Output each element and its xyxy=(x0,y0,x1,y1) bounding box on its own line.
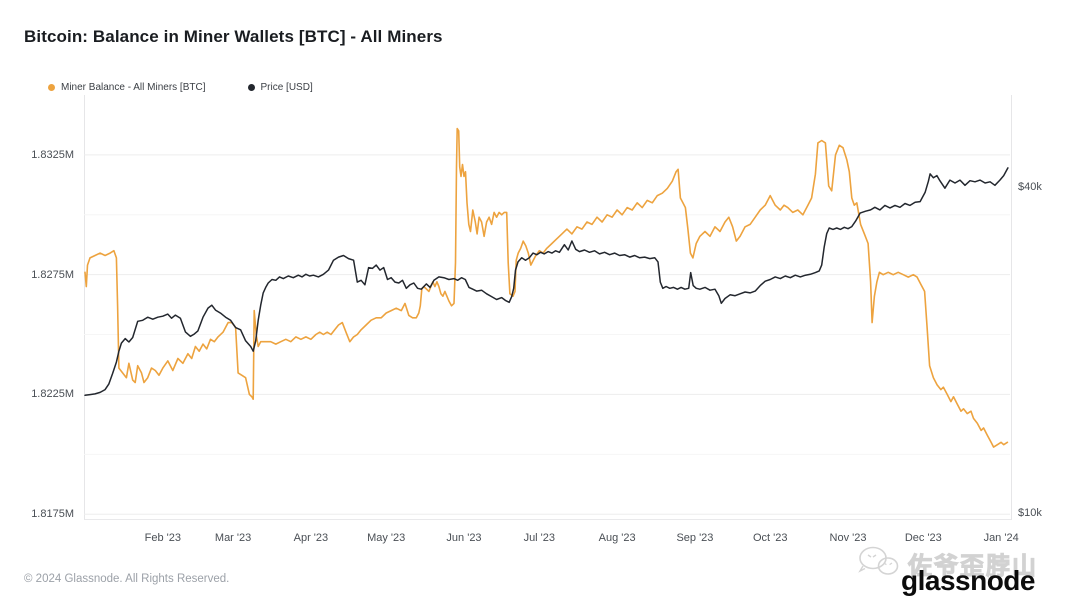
x-axis-tick-label: Sep '23 xyxy=(676,532,714,544)
x-axis-tick-label: Nov '23 xyxy=(829,532,867,544)
x-axis-tick-label: May '23 xyxy=(367,532,406,544)
y-axis-left-tick-label: 1.8225M xyxy=(31,388,74,401)
legend-item-price[interactable]: Price [USD] xyxy=(247,82,313,93)
series-price xyxy=(84,167,1009,397)
line-chart-plot[interactable] xyxy=(84,95,1010,519)
miner-balance-dot-icon xyxy=(48,84,55,91)
x-axis-tick-label: Mar '23 xyxy=(214,532,252,544)
legend-item-miner-balance[interactable]: Miner Balance - All Miners [BTC] xyxy=(48,82,206,93)
series-miner-balance xyxy=(84,127,1009,448)
x-axis-tick-label: Feb '23 xyxy=(144,532,181,544)
copyright-text: © 2024 Glassnode. All Rights Reserved. xyxy=(24,573,230,585)
y-axis-right-tick-label: $40k xyxy=(1018,181,1042,194)
x-axis-tick-label: Jul '23 xyxy=(523,532,556,544)
y-axis-left-tick-label: 1.8325M xyxy=(31,148,74,161)
plot-area-frame xyxy=(84,95,1012,520)
x-axis-tick-label: Apr '23 xyxy=(293,532,329,544)
glassnode-logo: glassnode xyxy=(901,565,1035,596)
y-axis-left-tick-label: 1.8175M xyxy=(31,508,74,521)
y-axis-left-tick-label: 1.8275M xyxy=(31,268,74,281)
x-axis-tick-label: Jan '24 xyxy=(983,532,1019,544)
watermark-chinese-text: 佐爷歪脖山 xyxy=(908,553,1038,581)
x-axis-tick-label: Aug '23 xyxy=(598,532,636,544)
legend-label-miner-balance: Miner Balance - All Miners [BTC] xyxy=(61,82,206,93)
x-axis-tick-label: Jun '23 xyxy=(446,532,482,544)
chart-legend: Miner Balance - All Miners [BTC] Price [… xyxy=(48,82,313,93)
legend-label-price: Price [USD] xyxy=(260,82,313,93)
page-title: Bitcoin: Balance in Miner Wallets [BTC] … xyxy=(24,27,443,46)
x-axis-tick-label: Oct '23 xyxy=(752,532,788,544)
x-axis-tick-label: Dec '23 xyxy=(904,532,942,544)
price-dot-icon xyxy=(247,84,255,91)
wechat-icon xyxy=(858,546,899,575)
y-axis-right-tick-label: $10k xyxy=(1018,507,1042,520)
